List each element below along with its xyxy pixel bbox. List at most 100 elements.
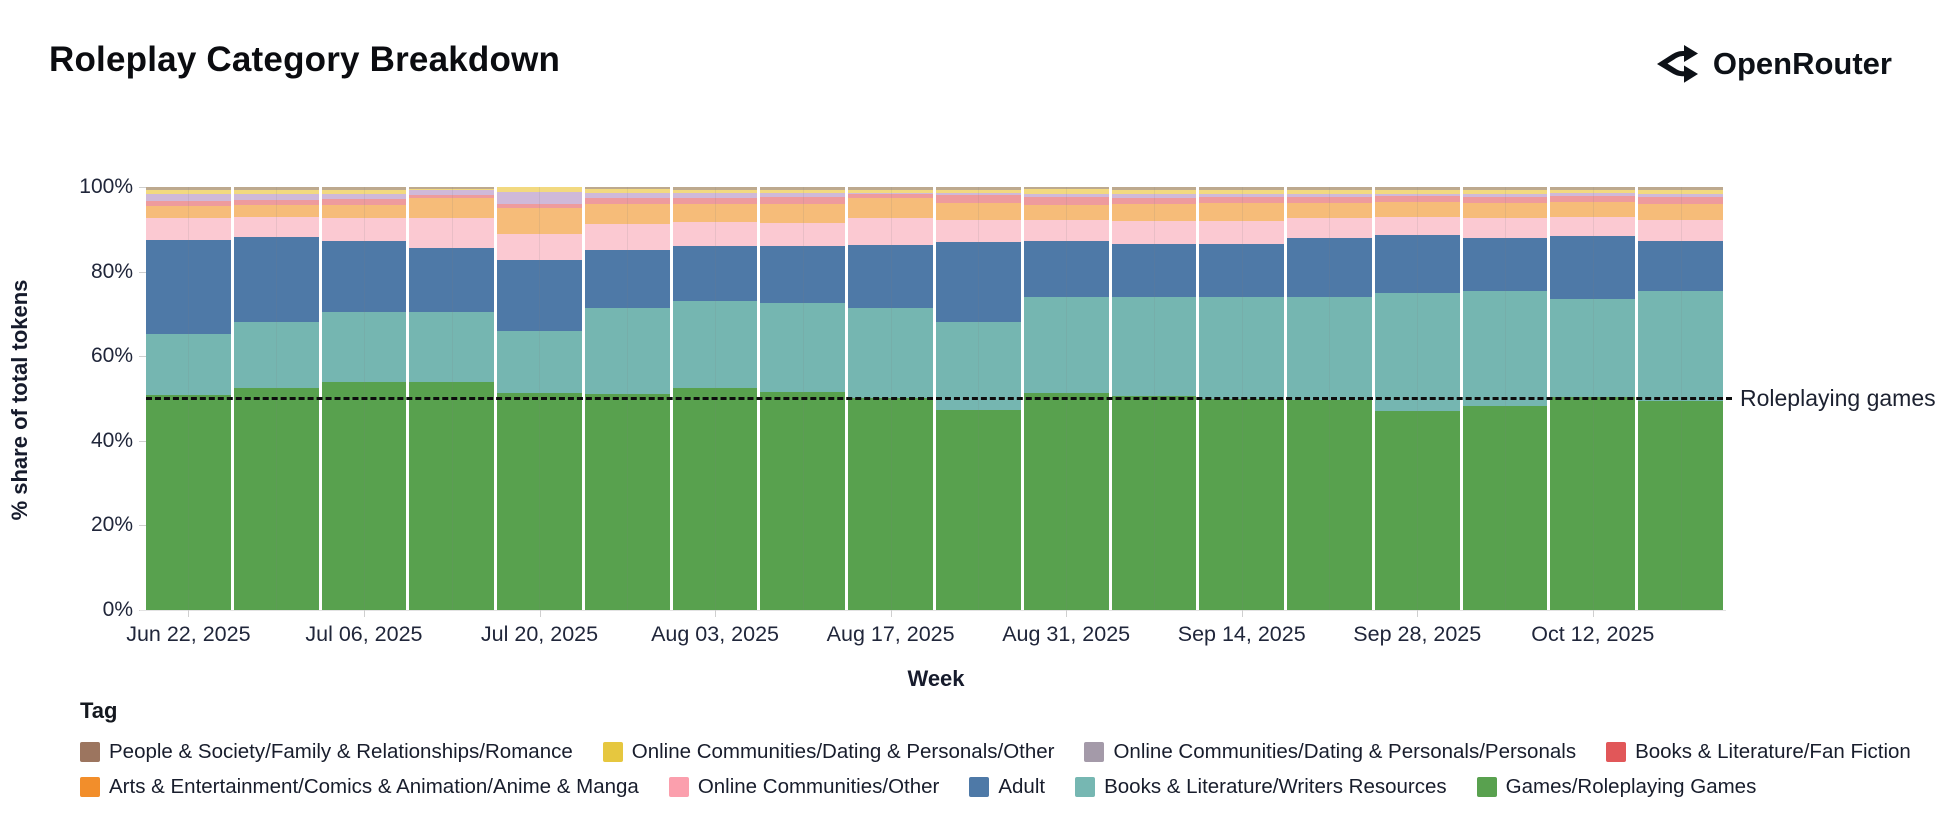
bar-segment[interactable] [584,204,670,225]
bar-segment[interactable] [936,409,1021,610]
bar-segment[interactable] [1638,240,1723,291]
bar-segment[interactable] [1638,401,1723,610]
bar-segment[interactable] [760,222,846,247]
bar-week-Jul-13-2025[interactable] [409,187,495,610]
bar-segment[interactable] [1374,410,1460,610]
bar-segment[interactable] [321,217,407,241]
bar-segment[interactable] [1287,297,1372,401]
bar-week-Sep-21-2025[interactable] [1287,187,1372,610]
bar-segment[interactable] [409,382,495,610]
bar-segment[interactable] [936,202,1021,220]
bar-segment[interactable] [1638,203,1723,220]
bar-segment[interactable] [1111,244,1197,297]
bar-segment[interactable] [760,197,846,204]
bar-segment[interactable] [672,301,758,388]
bar-segment[interactable] [936,242,1021,322]
bar-week-Sep-14-2025[interactable] [1199,187,1285,610]
bar-segment[interactable] [321,240,407,312]
bar-segment[interactable] [760,303,846,393]
bar-segment[interactable] [497,233,582,261]
bar-segment[interactable] [1111,396,1197,610]
bar-segment[interactable] [409,311,495,383]
bar-segment[interactable] [233,216,319,237]
bar-segment[interactable] [1199,296,1285,399]
bar-segment[interactable] [233,321,319,389]
bar-segment[interactable] [1111,297,1197,397]
bar-segment[interactable] [672,387,758,610]
bar-segment[interactable] [584,224,670,251]
bar-week-Sep-28-2025[interactable] [1374,187,1460,610]
bar-segment[interactable] [848,198,933,219]
bar-segment[interactable] [848,398,933,610]
bar-segment[interactable] [936,219,1021,243]
bar-week-Aug-31-2025[interactable] [1023,187,1109,610]
bar-segment[interactable] [1199,220,1285,245]
bar-segment[interactable] [848,244,933,309]
bar-segment[interactable] [584,250,670,308]
bar-segment[interactable] [1023,197,1109,205]
bar-segment[interactable] [848,218,933,245]
bar-segment[interactable] [1638,219,1723,241]
bar-segment[interactable] [146,206,231,218]
bar-week-Jun-22-2025[interactable] [146,187,231,610]
bar-segment[interactable] [497,260,582,331]
bar-segment[interactable] [233,388,319,610]
bar-segment[interactable] [1023,392,1109,610]
bar-segment[interactable] [1111,204,1197,222]
bar-week-Aug-10-2025[interactable] [760,187,846,610]
bar-segment[interactable] [1550,397,1636,610]
bar-segment[interactable] [1374,292,1460,411]
bar-segment[interactable] [321,311,407,382]
bar-segment[interactable] [1550,201,1636,217]
bar-segment[interactable] [584,394,670,610]
bar-segment[interactable] [321,381,407,610]
bar-segment[interactable] [1287,237,1372,297]
bar-segment[interactable] [146,395,231,610]
bar-segment[interactable] [1287,218,1372,238]
bar-segment[interactable] [146,194,231,201]
bar-segment[interactable] [1023,241,1109,298]
bar-week-Jun-29-2025[interactable] [233,187,319,610]
bar-segment[interactable] [1374,235,1460,293]
bar-segment[interactable] [1374,216,1460,236]
bar-segment[interactable] [1462,406,1548,610]
bar-segment[interactable] [233,236,319,322]
bar-segment[interactable] [146,334,231,396]
bar-segment[interactable] [497,330,582,394]
bar-segment[interactable] [1638,290,1723,402]
bar-segment[interactable] [497,208,582,234]
bar-segment[interactable] [146,217,231,240]
bar-segment[interactable] [497,393,582,610]
bar-segment[interactable] [1462,203,1548,219]
bar-segment[interactable] [321,205,407,218]
bar-segment[interactable] [1023,220,1109,242]
bar-segment[interactable] [409,198,495,219]
bar-segment[interactable] [1550,216,1636,236]
bar-segment[interactable] [1287,203,1372,219]
bar-segment[interactable] [1287,400,1372,610]
bar-segment[interactable] [1638,197,1723,204]
bar-segment[interactable] [1199,398,1285,610]
bar-segment[interactable] [146,239,231,335]
bar-segment[interactable] [760,203,846,223]
bar-segment[interactable] [1550,299,1636,398]
bar-week-Jul-06-2025[interactable] [321,187,407,610]
bar-segment[interactable] [1462,237,1548,291]
bar-week-Oct-05-2025[interactable] [1462,187,1548,610]
bar-segment[interactable] [1111,221,1197,245]
bar-segment[interactable] [672,246,758,302]
bar-segment[interactable] [1462,290,1548,407]
bar-segment[interactable] [409,248,495,312]
bar-segment[interactable] [1199,244,1285,297]
bar-segment[interactable] [672,203,758,222]
bar-segment[interactable] [760,246,846,304]
bar-segment[interactable] [1374,202,1460,217]
bar-segment[interactable] [233,205,319,217]
bar-segment[interactable] [497,191,582,204]
bar-segment[interactable] [1462,218,1548,238]
bar-segment[interactable] [760,392,846,610]
bar-week-Jul-20-2025[interactable] [497,187,582,610]
bar-segment[interactable] [848,308,933,399]
bar-segment[interactable] [1023,204,1109,221]
bar-segment[interactable] [936,195,1021,203]
